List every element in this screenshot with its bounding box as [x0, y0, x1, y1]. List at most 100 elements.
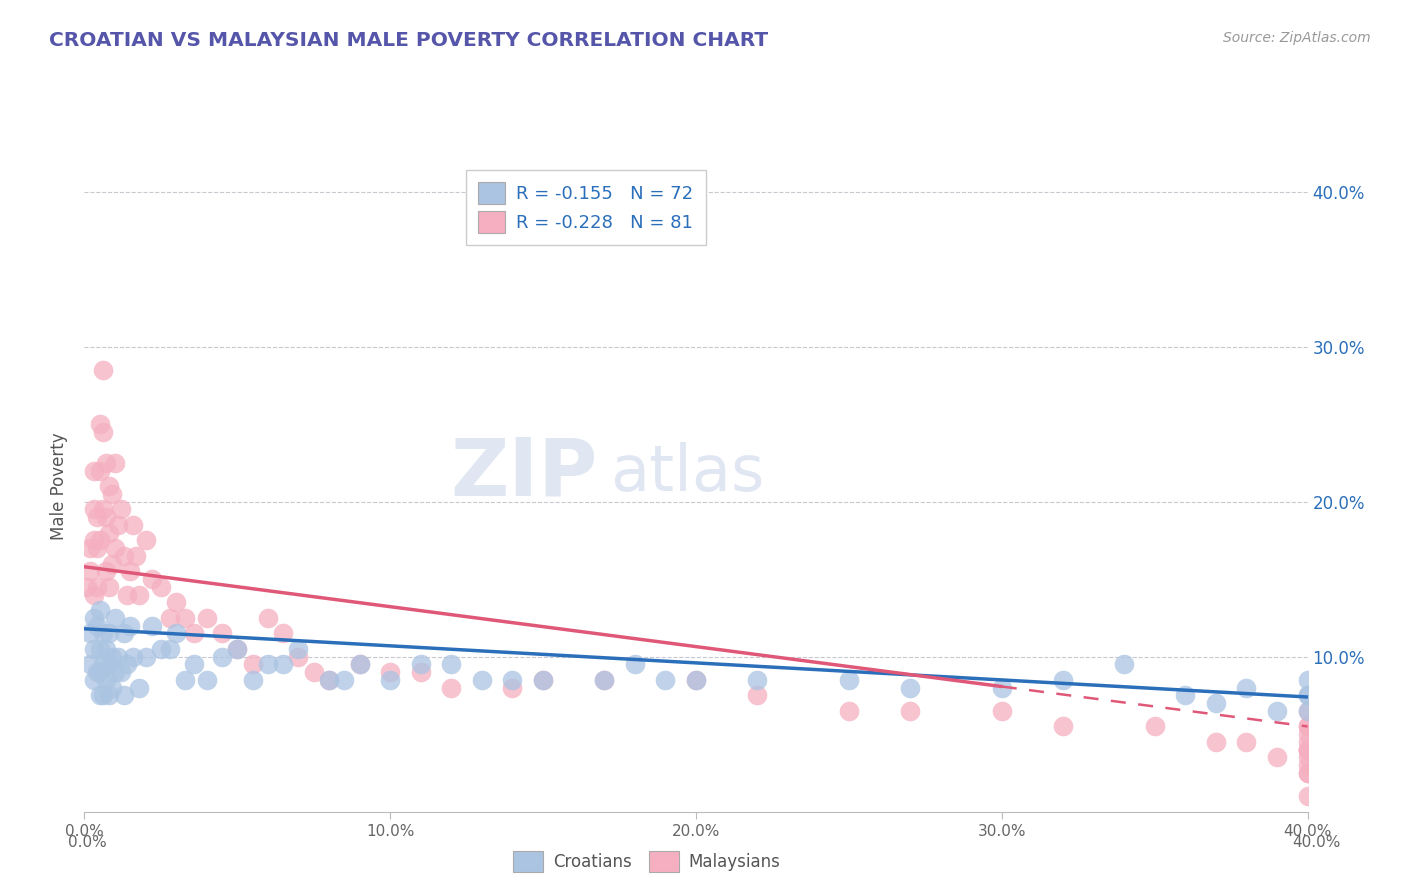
Point	[79, 565, 101, 579]
Point	[211, 649, 233, 664]
Point	[1296, 758, 1319, 772]
Point	[302, 665, 325, 680]
Point	[349, 657, 371, 672]
Point	[91, 425, 114, 439]
Point	[333, 673, 356, 687]
Point	[531, 673, 554, 687]
Point	[141, 572, 163, 586]
Point	[101, 681, 124, 695]
Point	[1265, 750, 1288, 764]
Point	[380, 673, 402, 687]
Point	[91, 689, 114, 703]
Point	[112, 626, 135, 640]
Point	[440, 657, 463, 672]
Point	[242, 673, 264, 687]
Point	[149, 642, 172, 657]
Point	[1296, 766, 1319, 780]
Point	[79, 657, 101, 672]
Point	[1296, 766, 1319, 780]
Point	[79, 541, 101, 556]
Point	[89, 689, 111, 703]
Point	[211, 626, 233, 640]
Point	[115, 588, 138, 602]
Point	[1114, 657, 1136, 672]
Point	[174, 673, 197, 687]
Point	[1296, 742, 1319, 756]
Point	[1296, 719, 1319, 733]
Point	[183, 626, 205, 640]
Point	[531, 673, 554, 687]
Point	[183, 657, 205, 672]
Point	[135, 533, 157, 548]
Point	[115, 657, 138, 672]
Point	[747, 689, 769, 703]
Point	[141, 618, 163, 632]
Point	[89, 642, 111, 657]
Point	[89, 533, 111, 548]
Point	[149, 580, 172, 594]
Point	[83, 611, 105, 625]
Point	[97, 657, 120, 672]
Point	[79, 626, 101, 640]
Point	[174, 611, 197, 625]
Text: Source: ZipAtlas.com: Source: ZipAtlas.com	[1223, 31, 1371, 45]
Point	[1296, 742, 1319, 756]
Point	[409, 665, 432, 680]
Point	[120, 565, 142, 579]
Point	[89, 665, 111, 680]
Point	[94, 565, 117, 579]
Point	[107, 517, 129, 532]
Point	[271, 626, 294, 640]
Point	[624, 657, 647, 672]
Point	[83, 588, 105, 602]
Point	[97, 689, 120, 703]
Point	[991, 681, 1014, 695]
Point	[91, 363, 114, 377]
Point	[898, 681, 921, 695]
Point	[107, 649, 129, 664]
Point	[502, 673, 524, 687]
Point	[83, 533, 105, 548]
Point	[120, 618, 142, 632]
Point	[257, 657, 280, 672]
Point	[89, 603, 111, 617]
Y-axis label: Male Poverty: Male Poverty	[51, 433, 69, 540]
Point	[898, 704, 921, 718]
Point	[1296, 719, 1319, 733]
Point	[83, 464, 105, 478]
Point	[195, 673, 218, 687]
Point	[838, 673, 860, 687]
Point	[104, 665, 127, 680]
Point	[128, 681, 150, 695]
Point	[1296, 742, 1319, 756]
Text: atlas: atlas	[610, 442, 765, 504]
Legend: Croatians, Malaysians: Croatians, Malaysians	[506, 845, 787, 879]
Point	[83, 502, 105, 516]
Point	[1296, 689, 1319, 703]
Point	[593, 673, 616, 687]
Point	[97, 626, 120, 640]
Point	[165, 626, 187, 640]
Point	[97, 580, 120, 594]
Point	[76, 580, 98, 594]
Point	[257, 611, 280, 625]
Point	[318, 673, 340, 687]
Point	[409, 657, 432, 672]
Point	[94, 510, 117, 524]
Point	[1174, 689, 1197, 703]
Point	[287, 649, 309, 664]
Point	[122, 649, 145, 664]
Point	[135, 649, 157, 664]
Point	[747, 673, 769, 687]
Point	[226, 642, 249, 657]
Point	[380, 665, 402, 680]
Point	[1296, 673, 1319, 687]
Point	[104, 456, 127, 470]
Point	[1296, 704, 1319, 718]
Point	[593, 673, 616, 687]
Point	[97, 479, 120, 493]
Point	[86, 580, 108, 594]
Point	[125, 549, 148, 563]
Point	[1143, 719, 1166, 733]
Point	[1296, 750, 1319, 764]
